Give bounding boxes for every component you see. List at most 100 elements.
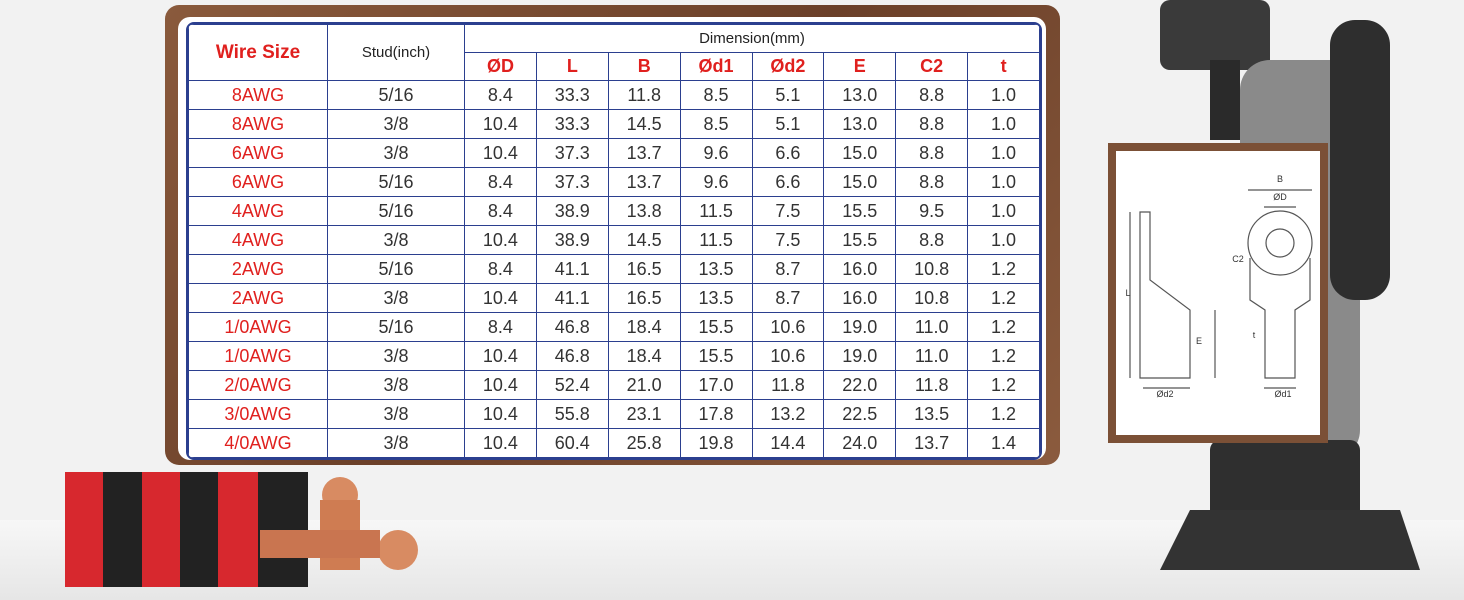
cell: 15.5 [679, 341, 753, 371]
cell: 10.4 [464, 225, 537, 255]
header-stud: Stud(inch) [327, 24, 465, 81]
column-header: t [967, 52, 1040, 81]
cell: 1.0 [967, 225, 1040, 255]
table-row: 4/0AWG 3/8 10.4 60.4 25.8 19.8 14.4 24.0 13.7 1.4 [188, 428, 1040, 458]
cell: 13.5 [895, 399, 969, 429]
cell: 5.1 [751, 109, 825, 139]
cell: 1.0 [967, 109, 1040, 139]
column-header: Ød2 [751, 52, 825, 81]
cell: 5/16 [327, 254, 465, 284]
cell: 5/16 [327, 196, 465, 226]
cell: 13.2 [751, 399, 825, 429]
cell: 11.8 [607, 80, 681, 110]
cell: 24.0 [823, 428, 897, 458]
cell: 1.2 [967, 341, 1040, 371]
cell: 9.5 [895, 196, 969, 226]
cell: 1.2 [967, 254, 1040, 284]
column-header: E [823, 52, 897, 81]
cell: 19.0 [823, 341, 897, 371]
cell: 22.5 [823, 399, 897, 429]
cell: 15.0 [823, 138, 897, 168]
cell: 37.3 [535, 138, 609, 168]
cell: 22.0 [823, 370, 897, 400]
cell: 1.2 [967, 399, 1040, 429]
table: Wire Size Stud(inch) Dimension(mm) ØD L B Ø… [188, 24, 1040, 458]
cell: 9.6 [679, 167, 753, 197]
cell: 3/8 [327, 370, 465, 400]
cell: 6.6 [751, 138, 825, 168]
table-row: 2AWG 3/8 10.4 41.1 16.5 13.5 8.7 16.0 10.8 1.2 [188, 283, 1040, 313]
cell: 19.8 [679, 428, 753, 458]
lug-drawing [1129, 189, 1313, 389]
spec-table: Wire Size Stud(inch) Dimension(mm) ØD L B Ø… [186, 22, 1042, 460]
cell: 14.5 [607, 225, 681, 255]
table-row: 3/0AWG 3/8 10.4 55.8 23.1 17.8 13.2 22.5 13.5 1.2 [188, 399, 1040, 429]
cell: 10.4 [464, 138, 537, 168]
cell: 13.7 [607, 167, 681, 197]
table-row: 1/0AWG 3/8 10.4 46.8 18.4 15.5 10.6 19.0 11.0 1.2 [188, 341, 1040, 371]
cell: 1.0 [967, 138, 1040, 168]
cell: 46.8 [535, 312, 609, 342]
wire-size: 1/0AWG [188, 341, 328, 371]
column-header: C2 [895, 52, 969, 81]
diagram-label: ØD [1273, 192, 1287, 202]
cell: 8.4 [464, 167, 537, 197]
table-row: 4AWG 5/16 8.4 38.9 13.8 11.5 7.5 15.5 9.5 1.0 [188, 196, 1040, 226]
cell: 10.6 [751, 341, 825, 371]
cell: 3/8 [327, 399, 465, 429]
table-row: 4AWG 3/8 10.4 38.9 14.5 11.5 7.5 15.5 8.8 1.0 [188, 225, 1040, 255]
cell: 11.0 [895, 341, 969, 371]
cell: 11.5 [679, 196, 753, 226]
cell: 16.5 [607, 254, 681, 284]
cell: 13.7 [607, 138, 681, 168]
table-row: 2/0AWG 3/8 10.4 52.4 21.0 17.0 11.8 22.0 11.8 1.2 [188, 370, 1040, 400]
diagram-label: E [1196, 336, 1202, 346]
column-header: B [607, 52, 681, 81]
cell: 7.5 [751, 196, 825, 226]
cell: 15.5 [679, 312, 753, 342]
cell: 5/16 [327, 312, 465, 342]
wire-size: 6AWG [188, 167, 328, 197]
cell: 15.5 [823, 196, 897, 226]
diagram-label: Ød2 [1156, 389, 1173, 399]
wire-size: 1/0AWG [188, 312, 328, 342]
column-header: L [535, 52, 609, 81]
wire-size: 2AWG [188, 283, 328, 313]
cell: 5.1 [751, 80, 825, 110]
cell: 14.4 [751, 428, 825, 458]
diagram-label: L [1125, 288, 1130, 298]
cell: 16.0 [823, 254, 897, 284]
cell: 19.0 [823, 312, 897, 342]
table-row: 6AWG 5/16 8.4 37.3 13.7 9.6 6.6 15.0 8.8 1.0 [188, 167, 1040, 197]
cell: 25.8 [607, 428, 681, 458]
cell: 8.8 [895, 167, 969, 197]
wire-size: 4AWG [188, 225, 328, 255]
cell: 41.1 [535, 283, 609, 313]
cell: 1.0 [967, 167, 1040, 197]
cell: 3/8 [327, 138, 465, 168]
cell: 6.6 [751, 167, 825, 197]
cell: 8.4 [464, 196, 537, 226]
cell: 8.8 [895, 109, 969, 139]
cell: 23.1 [607, 399, 681, 429]
diagram-label: t [1253, 330, 1256, 340]
cell: 11.8 [895, 370, 969, 400]
cell: 1.2 [967, 370, 1040, 400]
wire-size: 4AWG [188, 196, 328, 226]
cell: 3/8 [327, 341, 465, 371]
cell: 1.4 [967, 428, 1040, 458]
table-row: 8AWG 3/8 10.4 33.3 14.5 8.5 5.1 13.0 8.8 1.0 [188, 109, 1040, 139]
cell: 13.7 [895, 428, 969, 458]
cell: 8.7 [751, 283, 825, 313]
diagram-label: Ød1 [1274, 389, 1291, 399]
cell: 1.0 [967, 80, 1040, 110]
cell: 10.4 [464, 109, 537, 139]
diagram-label: B [1277, 174, 1283, 184]
cell: 15.5 [823, 225, 897, 255]
cell: 33.3 [535, 80, 609, 110]
table-row: 2AWG 5/16 8.4 41.1 16.5 13.5 8.7 16.0 10.8 1.2 [188, 254, 1040, 284]
cell: 60.4 [535, 428, 609, 458]
wire-size: 2AWG [188, 254, 328, 284]
